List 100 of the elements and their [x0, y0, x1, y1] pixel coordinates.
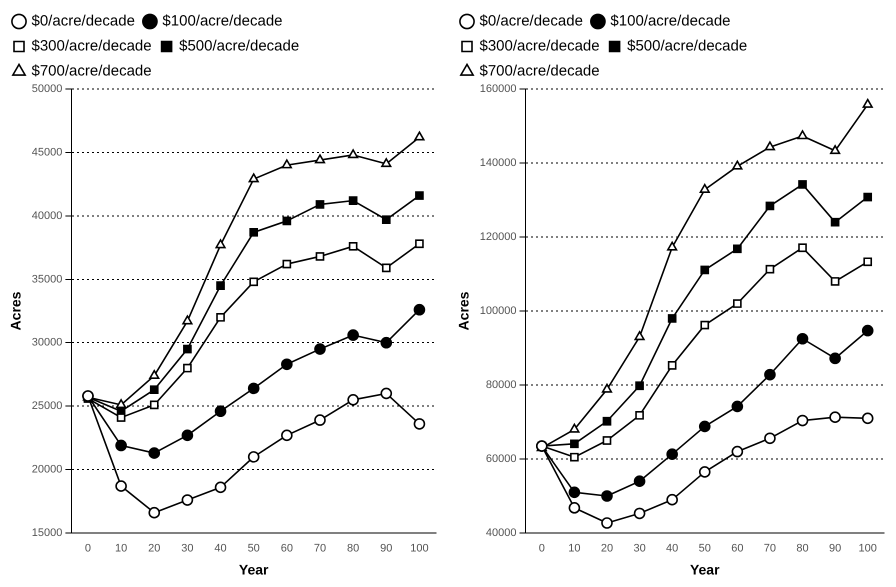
point [380, 388, 392, 400]
point [830, 277, 840, 286]
x-tick-label: 60 [731, 542, 744, 555]
point [316, 252, 324, 261]
point [282, 216, 292, 226]
legend-label: $100/acre/decade [610, 12, 731, 30]
point [381, 158, 392, 168]
point [829, 352, 841, 364]
point [797, 130, 808, 140]
point [733, 244, 742, 254]
point [601, 490, 613, 502]
point [414, 418, 426, 430]
x-tick-label: 90 [380, 542, 392, 555]
x-tick-label: 100 [410, 542, 429, 555]
point [314, 343, 326, 355]
point [380, 336, 392, 349]
y-tick-label: 80000 [486, 379, 517, 392]
legend-label: $500/acre/decade [627, 38, 748, 55]
point [732, 160, 742, 170]
point [249, 277, 258, 286]
point [732, 400, 744, 412]
legend-label: $700/acre/decade [32, 62, 152, 80]
point [115, 480, 127, 492]
point [796, 332, 808, 345]
point [698, 420, 711, 432]
x-tick-label: 60 [280, 542, 293, 555]
point [148, 447, 160, 459]
point [248, 173, 259, 182]
point [602, 384, 612, 393]
point [249, 228, 258, 237]
legend-label: $300/acre/decade [32, 38, 152, 55]
point [569, 424, 580, 433]
point [634, 331, 645, 340]
point [796, 414, 808, 426]
point [115, 440, 127, 452]
point [667, 242, 678, 251]
x-tick-label: 0 [84, 542, 92, 555]
point [182, 494, 194, 506]
point [602, 436, 612, 445]
point [314, 414, 326, 426]
point [863, 192, 872, 202]
point [570, 452, 579, 462]
point [766, 264, 774, 274]
point [183, 344, 192, 354]
point [666, 494, 678, 506]
point [635, 381, 644, 390]
point [635, 411, 644, 420]
point [568, 502, 580, 514]
x-axis-title: Year [238, 561, 270, 578]
y-tick-label: 45000 [32, 146, 62, 158]
point [148, 506, 160, 519]
y-tick-label: 15000 [32, 527, 62, 540]
point [415, 239, 424, 248]
point [764, 432, 776, 444]
y-axis-title: Acres [455, 291, 472, 330]
point [733, 299, 742, 308]
y-axis-title: Acres [7, 291, 24, 330]
point [862, 324, 874, 336]
y-tick-label: 160000 [480, 83, 517, 96]
point [216, 313, 225, 322]
point [798, 180, 807, 189]
y-tick-label: 50000 [32, 83, 62, 96]
point [764, 368, 776, 380]
point [700, 184, 710, 193]
point [214, 482, 226, 494]
point [281, 358, 293, 370]
point [862, 412, 874, 424]
legend-label: $0/acre/decade [32, 12, 135, 30]
point [314, 154, 326, 164]
point [347, 394, 359, 406]
y-tick-label: 40000 [32, 210, 62, 222]
point [698, 466, 711, 478]
point [348, 149, 358, 158]
x-tick-label: 30 [633, 542, 646, 555]
point [149, 370, 160, 379]
point [316, 200, 324, 209]
point [216, 281, 225, 290]
legend-label: $0/acre/decade [480, 12, 583, 30]
point [830, 218, 840, 227]
y-tick-label: 25000 [32, 400, 62, 412]
point [116, 413, 126, 422]
point [570, 439, 579, 448]
point [798, 243, 807, 252]
point [415, 191, 424, 200]
x-tick-label: 90 [828, 542, 842, 555]
y-tick-label: 60000 [486, 453, 517, 466]
point [700, 266, 710, 274]
x-tick-label: 40 [666, 542, 678, 555]
point [282, 159, 292, 168]
point [668, 314, 676, 323]
point [150, 385, 159, 394]
point [666, 448, 678, 460]
x-tick-label: 10 [114, 542, 128, 555]
point [182, 430, 194, 442]
point [764, 141, 776, 150]
legend-label: $700/acre/decade [480, 62, 600, 80]
point [248, 382, 260, 394]
y-tick-label: 35000 [32, 273, 62, 286]
legend-label: $300/acre/decade [480, 38, 600, 55]
point [348, 242, 358, 251]
